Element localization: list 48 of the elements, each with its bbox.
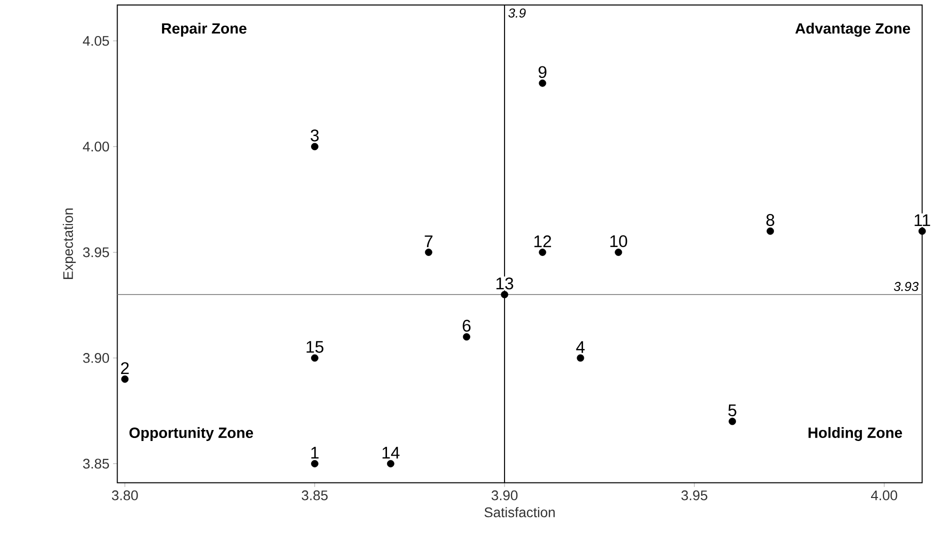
point [500, 290, 508, 298]
x-axis-title: Satisfaction [484, 507, 555, 518]
annotation: 4 [576, 341, 585, 353]
point [538, 79, 546, 87]
annotation: 11 [914, 214, 930, 226]
annotation: 2 [121, 362, 129, 374]
point [311, 354, 318, 362]
x-tick-label: 3.80 [112, 490, 138, 500]
point [462, 333, 470, 340]
x-tick-label: 3.95 [681, 490, 708, 500]
annotation: 6 [462, 320, 471, 332]
y-tick-label: 4.05 [82, 36, 109, 46]
annotation: Advantage Zone [795, 22, 910, 37]
point [918, 227, 926, 235]
ref-line-label: 3.9 [508, 8, 526, 18]
y-tick-label: 3.85 [83, 458, 109, 469]
annotation: 5 [728, 404, 736, 416]
y-tick-label: 3.90 [83, 353, 110, 363]
annotation: 3 [310, 129, 319, 142]
annotation: 13 [496, 277, 514, 290]
y-tick-label: 3.95 [83, 247, 109, 258]
annotation: Holding Zone [808, 427, 902, 441]
point [386, 460, 394, 468]
point [766, 227, 774, 235]
y-tick-label: 4.00 [82, 142, 110, 152]
annotation: 14 [382, 446, 400, 458]
x-tick-label: 3.85 [302, 490, 328, 500]
annotation: 15 [306, 341, 324, 353]
annotation: 7 [424, 236, 432, 248]
annotation: 8 [766, 214, 774, 226]
annotation: 9 [538, 66, 546, 78]
point [311, 142, 318, 150]
point [614, 248, 622, 256]
x-tick-label: 4.00 [871, 490, 898, 500]
annotation: Opportunity Zone [129, 427, 254, 441]
annotation: 10 [610, 235, 628, 248]
annotation: 1 [311, 446, 319, 458]
point [121, 375, 129, 383]
point [538, 248, 546, 256]
point [576, 354, 584, 362]
annotation: Repair Zone [162, 22, 246, 37]
point [311, 460, 318, 468]
ref-line-label: 3.93 [894, 282, 919, 292]
x-tick-label: 3.90 [492, 490, 518, 500]
point [424, 248, 432, 256]
point [728, 418, 736, 426]
y-axis-title: Expectation [62, 208, 76, 279]
annotation: 12 [534, 235, 552, 248]
